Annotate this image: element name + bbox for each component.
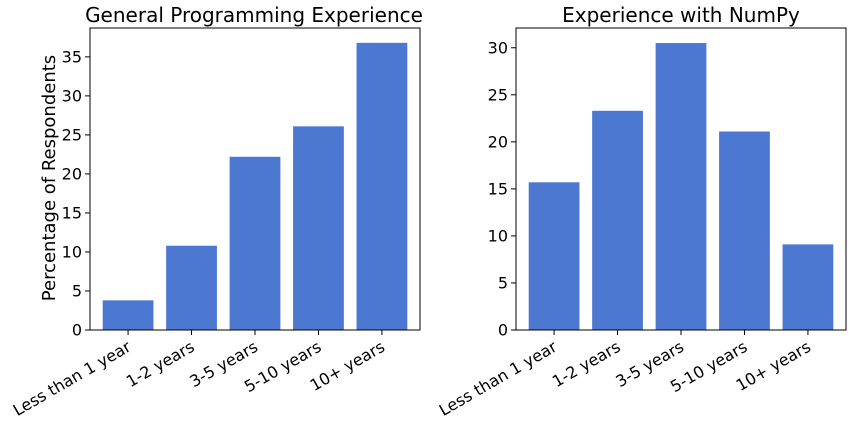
y-tick-label: 35 (62, 47, 82, 66)
y-tick-label: 0 (498, 321, 508, 340)
y-tick-label: 25 (62, 125, 82, 144)
bar (356, 42, 408, 330)
y-tick-label: 20 (488, 132, 508, 151)
y-tick-label: 5 (498, 273, 508, 292)
bar (528, 182, 580, 330)
bar (655, 43, 707, 331)
bar (719, 131, 770, 330)
y-tick-label: 0 (72, 321, 82, 340)
bar (229, 156, 281, 330)
chart-title: Experience with NumPy (562, 3, 800, 27)
bar (166, 245, 217, 330)
y-tick-label: 25 (488, 85, 508, 104)
y-tick-label: 5 (72, 281, 82, 300)
chart-title: General Programming Experience (85, 3, 423, 27)
bar (102, 300, 154, 330)
bar (592, 110, 643, 330)
y-tick-label: 10 (488, 226, 508, 245)
y-tick-label: 15 (62, 203, 82, 222)
y-tick-label: 20 (62, 164, 82, 183)
x-tick-label: 1-2 years (123, 337, 198, 391)
x-tick-label: Less than 1 year (436, 337, 561, 420)
bar (293, 126, 344, 330)
plot-frame (89, 27, 421, 331)
bar (782, 244, 834, 330)
y-tick-label: 10 (62, 242, 82, 261)
y-tick-label: 30 (62, 86, 82, 105)
plot-frame (515, 27, 847, 331)
y-tick-label: 15 (488, 179, 508, 198)
chart-general-programming: General Programming Experience Percentag… (10, 3, 423, 420)
x-tick-label: Less than 1 year (10, 337, 135, 420)
x-tick-label: 1-2 years (549, 337, 624, 391)
y-tick-label: 30 (488, 38, 508, 57)
y-axis-label: Percentage of Respondents (39, 55, 60, 301)
chart-numpy-experience: Experience with NumPy 0 5 10 15 20 25 30 Less t… (436, 3, 847, 420)
